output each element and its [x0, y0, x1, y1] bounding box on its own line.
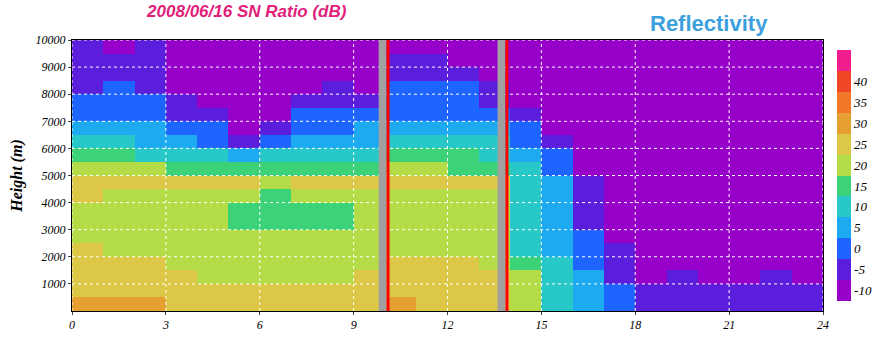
svg-text:-10: -10 [854, 283, 872, 298]
svg-text:18: 18 [629, 318, 641, 332]
svg-text:5: 5 [854, 220, 861, 235]
svg-text:3000: 3000 [41, 223, 66, 237]
svg-text:3: 3 [162, 318, 169, 332]
svg-text:2000: 2000 [42, 250, 66, 264]
svg-text:25: 25 [854, 137, 868, 152]
svg-text:0: 0 [854, 241, 861, 256]
svg-text:9: 9 [351, 318, 357, 332]
svg-text:5000: 5000 [42, 169, 66, 183]
svg-text:Height (m): Height (m) [8, 139, 26, 212]
svg-text:6: 6 [257, 318, 263, 332]
svg-text:10: 10 [854, 199, 868, 214]
svg-text:15: 15 [854, 179, 868, 194]
svg-text:9000: 9000 [42, 60, 66, 74]
svg-text:21: 21 [723, 318, 735, 332]
svg-text:24: 24 [817, 318, 829, 332]
svg-text:1000: 1000 [42, 277, 66, 291]
svg-text:30: 30 [853, 116, 868, 131]
svg-text:7000: 7000 [42, 115, 66, 129]
svg-text:20: 20 [854, 158, 868, 173]
svg-text:40: 40 [854, 74, 868, 89]
svg-text:2008/06/16 SN Ratio (dB): 2008/06/16 SN Ratio (dB) [146, 2, 347, 21]
svg-text:6000: 6000 [42, 142, 66, 156]
svg-text:12: 12 [442, 318, 454, 332]
svg-text:10000: 10000 [36, 33, 66, 47]
svg-text:-5: -5 [854, 262, 865, 277]
svg-text:4000: 4000 [42, 196, 66, 210]
svg-text:0: 0 [69, 318, 75, 332]
svg-text:35: 35 [853, 95, 868, 110]
svg-text:Reflectivity: Reflectivity [650, 11, 768, 36]
svg-text:15: 15 [535, 318, 547, 332]
svg-text:8000: 8000 [42, 87, 66, 101]
